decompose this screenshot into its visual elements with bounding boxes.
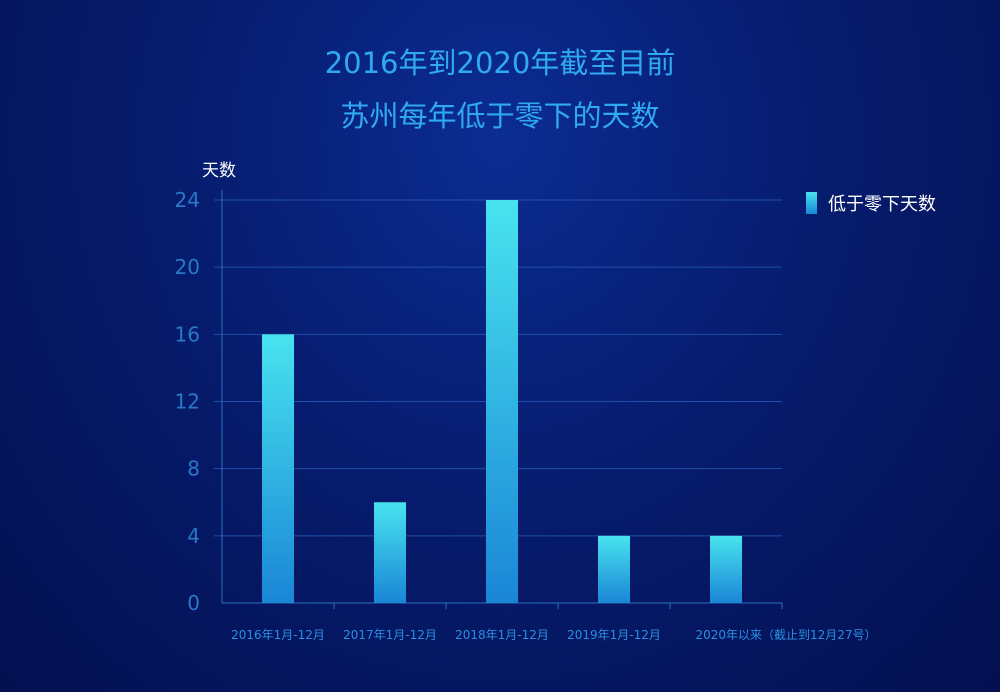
y-axis-label: 天数 [202,161,236,181]
y-tick-label: 12 [175,390,200,414]
bar [262,334,294,603]
chart-title-line-2: 苏州每年低于零下的天数 [340,99,660,133]
y-tick-label: 20 [175,255,200,279]
y-tick-label: 16 [175,322,200,346]
x-tick-label: 2019年1月-12月 [567,628,661,642]
bar [374,502,406,603]
y-tick-label: 4 [187,524,200,548]
y-tick-label: 0 [187,591,200,615]
legend-swatch [806,192,817,214]
y-tick-label: 24 [175,188,200,212]
y-tick-label: 8 [187,457,200,481]
chart-title-line-1: 2016年到2020年截至目前 [324,46,676,80]
x-tick-label: 2017年1月-12月 [343,628,437,642]
legend-label: 低于零下天数 [828,194,936,215]
bar [486,200,518,603]
x-tick-label: 2018年1月-12月 [455,628,549,642]
bar [598,535,630,603]
bar [710,535,742,603]
x-tick-label: 2016年1月-12月 [231,628,325,642]
x-tick-label: 2020年以来（截止到12月27号） [695,628,876,642]
